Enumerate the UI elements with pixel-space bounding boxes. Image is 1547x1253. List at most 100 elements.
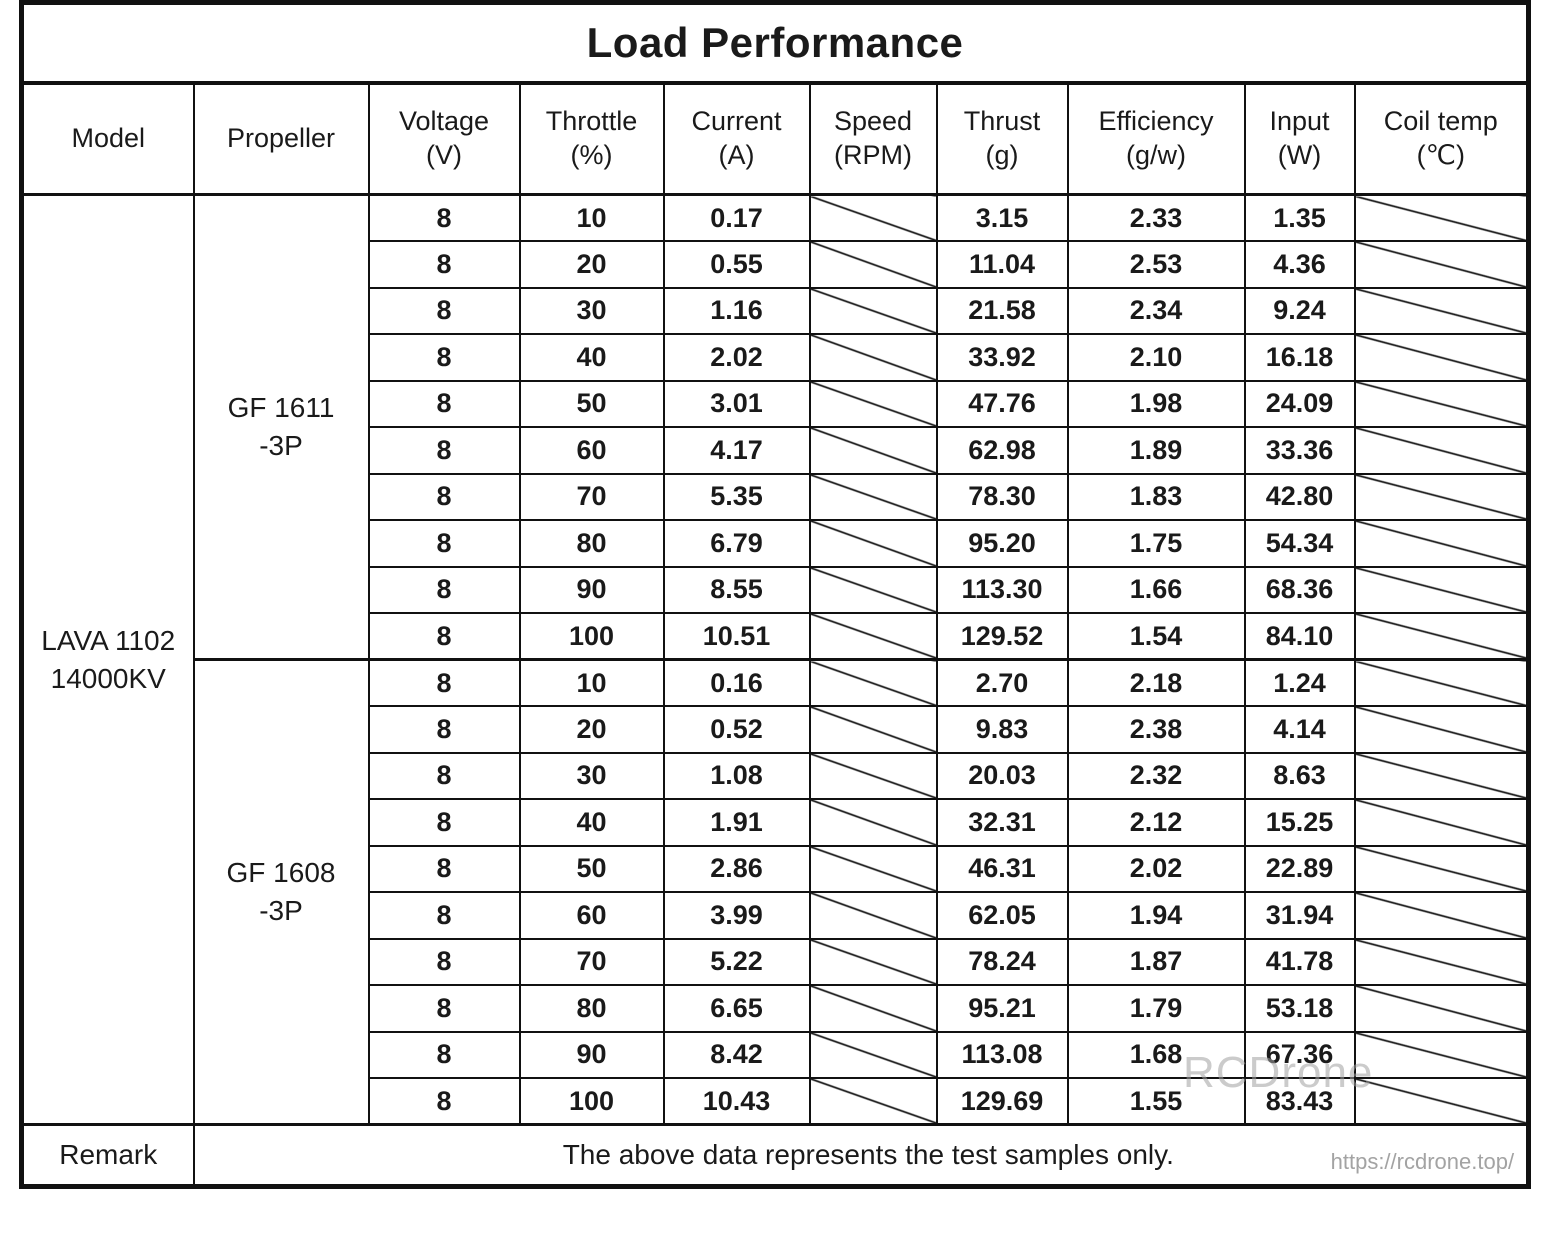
col-header-input: Input (W) [1243,81,1356,196]
source-url: https://rcdrone.top/ [1330,1149,1515,1174]
current-cell: 3.99 [662,891,811,940]
current-cell: 2.02 [662,333,811,382]
coil-temp-cell [1353,426,1530,475]
thrust-cell: 47.76 [935,379,1069,428]
input-cell: 4.14 [1243,705,1356,754]
thrust-cell: 32.31 [935,798,1069,847]
coil-temp-cell [1353,565,1530,614]
thrust-cell: 2.70 [935,658,1069,707]
input-cell: 1.24 [1243,658,1356,707]
table-row: 8 70 5.22 78.24 1.87 41.78 [22,937,1530,986]
table-row: 8 100 10.43 129.69 1.55 83.43 [22,1077,1530,1126]
load-performance-table: Load Performance Model Propeller Voltage… [19,0,1532,1189]
current-cell: 4.17 [662,426,811,475]
coil-temp-cell [1353,891,1530,940]
efficiency-cell: 2.38 [1066,705,1246,754]
input-cell: 53.18 [1243,984,1356,1033]
thrust-cell: 113.30 [935,565,1069,614]
table-row: 8 30 1.08 20.03 2.32 8.63 [22,751,1530,800]
current-cell: 10.51 [662,612,811,661]
table-row: 8 60 3.99 62.05 1.94 31.94 [22,891,1530,940]
throttle-cell: 40 [518,333,665,382]
current-cell: 8.55 [662,565,811,614]
speed-cell [808,240,938,289]
throttle-cell: 80 [518,984,665,1033]
efficiency-cell: 1.87 [1066,937,1246,986]
col-header-voltage: Voltage (V) [367,81,521,196]
voltage-cell: 8 [367,612,521,661]
table-row: 8 90 8.42 113.08 1.68 67.36 [22,1030,1530,1079]
throttle-cell: 20 [518,705,665,754]
col-header-thrust: Thrust (g) [935,81,1069,196]
efficiency-cell: 1.89 [1066,426,1246,475]
speed-cell [808,798,938,847]
coil-temp-cell [1353,472,1530,521]
speed-cell [808,193,938,242]
current-cell: 2.86 [662,844,811,893]
input-cell: 15.25 [1243,798,1356,847]
table-row: 8 30 1.16 21.58 2.34 9.24 [22,286,1530,335]
efficiency-cell: 2.53 [1066,240,1246,289]
remark-label: Remark [20,1123,195,1188]
input-cell: 31.94 [1243,891,1356,940]
speed-cell [808,937,938,986]
col-header-model: Model [20,81,195,196]
thrust-cell: 62.98 [935,426,1069,475]
throttle-cell: 90 [518,565,665,614]
coil-temp-cell [1353,751,1530,800]
table-row: 8 40 1.91 32.31 2.12 15.25 [22,798,1530,847]
input-cell: 24.09 [1243,379,1356,428]
current-cell: 5.35 [662,472,811,521]
voltage-cell: 8 [367,286,521,335]
thrust-cell: 33.92 [935,333,1069,382]
voltage-cell: 8 [367,379,521,428]
remark-row: Remark The above data represents the tes… [20,1123,1530,1188]
table-row: 8 80 6.79 95.20 1.75 54.34 [22,519,1530,568]
voltage-cell: 8 [367,1077,521,1126]
voltage-cell: 8 [367,984,521,1033]
current-cell: 1.91 [662,798,811,847]
col-header-speed: Speed (RPM) [808,81,938,196]
col-header-current: Current (A) [662,81,811,196]
current-cell: 5.22 [662,937,811,986]
input-cell: 67.36 [1243,1030,1356,1079]
coil-temp-cell [1353,1077,1530,1126]
thrust-cell: 46.31 [935,844,1069,893]
header-row: Model Propeller Voltage (V) Throttle (%) C… [20,81,1530,196]
speed-cell [808,751,938,800]
speed-cell [808,519,938,568]
current-cell: 6.79 [662,519,811,568]
throttle-cell: 20 [518,240,665,289]
thrust-cell: 62.05 [935,891,1069,940]
coil-temp-cell [1353,798,1530,847]
efficiency-cell: 1.94 [1066,891,1246,940]
input-cell: 83.43 [1243,1077,1356,1126]
throttle-cell: 50 [518,379,665,428]
speed-cell [808,705,938,754]
current-cell: 3.01 [662,379,811,428]
coil-temp-cell [1353,519,1530,568]
table-row: LAVA 1102 14000KV GF 1611 -3P 8 10 0.17 3.15 2… [20,193,1530,1126]
efficiency-cell: 1.55 [1066,1077,1246,1126]
remark-cell: The above data represents the test sampl… [192,1123,1530,1188]
table-row: 8 40 2.02 33.92 2.10 16.18 [22,333,1530,382]
speed-cell [808,333,938,382]
table-row: 8 20 0.55 11.04 2.53 4.36 [22,240,1530,289]
voltage-cell: 8 [367,1030,521,1079]
col-header-coil-temp: Coil temp (℃) [1353,81,1530,196]
efficiency-cell: 1.83 [1066,472,1246,521]
voltage-cell: 8 [367,426,521,475]
speed-cell [808,658,938,707]
speed-cell [808,1077,938,1126]
table-row: GF 1608 -3P 8 10 0.16 2.70 2.18 1.24 [22,658,1530,1126]
current-cell: 10.43 [662,1077,811,1126]
throttle-cell: 60 [518,426,665,475]
thrust-cell: 3.15 [935,193,1069,242]
throttle-cell: 50 [518,844,665,893]
speed-cell [808,565,938,614]
thrust-cell: 11.04 [935,240,1069,289]
speed-cell [808,1030,938,1079]
voltage-cell: 8 [367,472,521,521]
efficiency-cell: 2.34 [1066,286,1246,335]
input-cell: 16.18 [1243,333,1356,382]
